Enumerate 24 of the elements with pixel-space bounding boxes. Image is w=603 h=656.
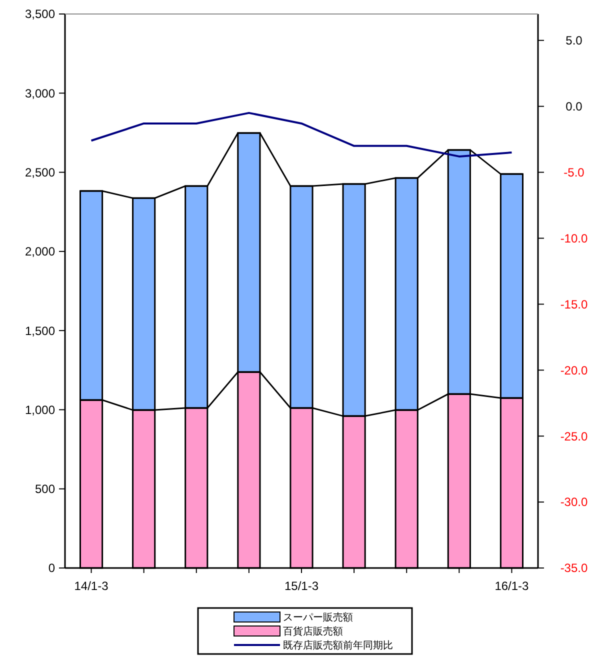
y2-tick-label: -15.0 [560, 297, 588, 312]
legend-label: スーパー販売額 [283, 612, 353, 624]
y-tick-label: 3,000 [24, 86, 56, 100]
y-tick-label: 1,500 [24, 324, 56, 338]
y2-tick-label: -20.0 [560, 363, 588, 378]
y-tick-label: 1,000 [24, 402, 56, 417]
y-tick-label: 500 [34, 482, 56, 496]
y-tick-label: 2,000 [24, 244, 56, 259]
line-series [90, 112, 513, 158]
x-tick-label: 16/1-3 [494, 579, 530, 593]
legend-label: 百貨店販売額 [283, 626, 343, 638]
y2-tick-label: -10.0 [560, 231, 588, 246]
y-tick-label: 3,500 [24, 7, 56, 22]
y-tick-label: 2,500 [24, 165, 56, 180]
x-tick-label: 14/1-3 [74, 579, 109, 593]
y2-tick-label: -5.0 [564, 165, 585, 180]
y2-tick-label: 5.0 [566, 34, 583, 48]
x-tick-label: 15/1-3 [284, 579, 319, 593]
y2-tick-label: -30.0 [560, 495, 588, 510]
legend-label: 既存店販売額前年同期比 [283, 640, 393, 652]
y2-tick-label: -35.0 [560, 561, 588, 576]
y-tick-label: 0 [48, 561, 56, 576]
y2-tick-label: 0.0 [566, 100, 583, 114]
y2-tick-label: -25.0 [560, 429, 588, 444]
